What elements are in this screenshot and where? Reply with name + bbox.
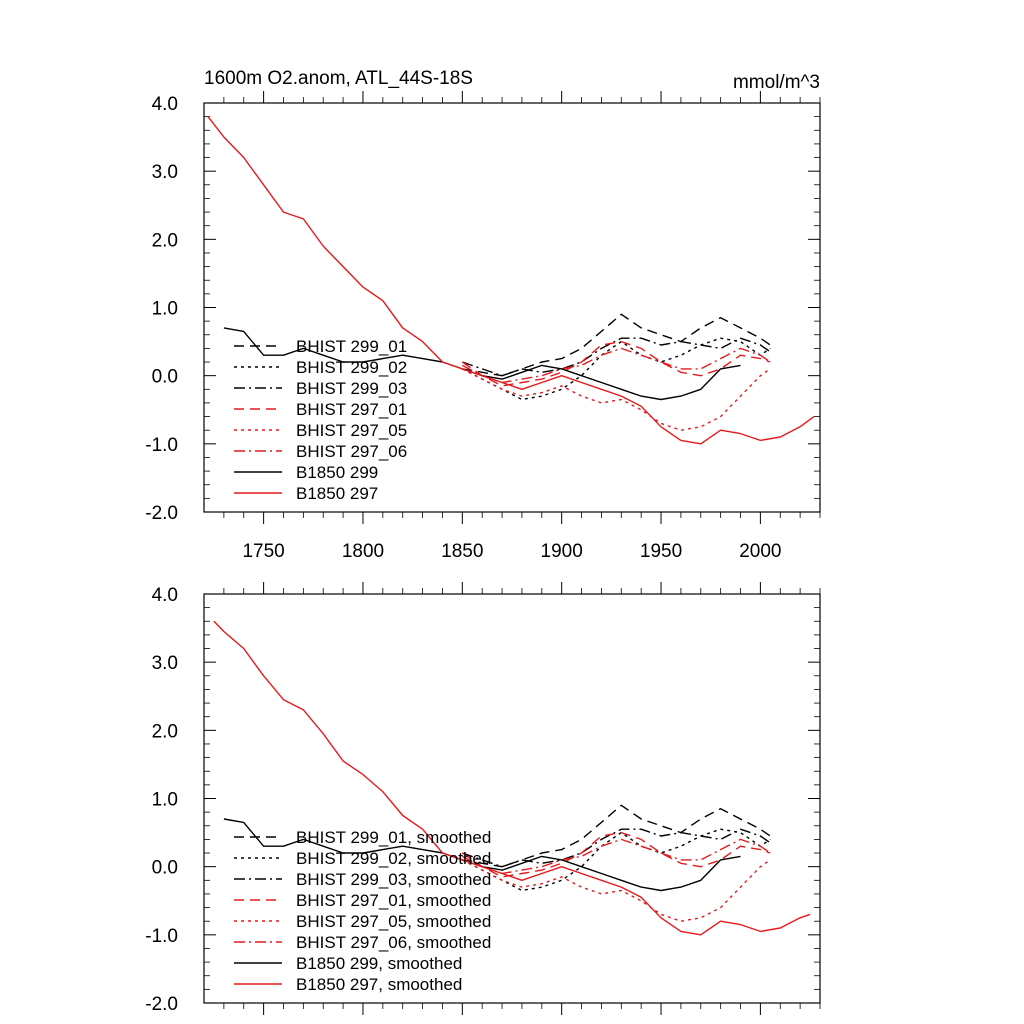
x-tick-label: 1900 xyxy=(541,541,583,562)
series-line xyxy=(213,620,811,936)
x-tick-label: 1850 xyxy=(441,541,483,562)
series-line xyxy=(461,368,771,431)
series-line xyxy=(461,831,771,878)
legend-label: BHIST 299_03 xyxy=(296,379,407,398)
y-tick-label: 4.0 xyxy=(152,94,178,115)
legend-label: BHIST 299_01, smoothed xyxy=(296,828,491,847)
legend-label: BHIST 297_06 xyxy=(296,442,407,461)
series-line xyxy=(461,838,771,875)
legend-label: BHIST 299_02 xyxy=(296,358,407,377)
legend-label: B1850 297 xyxy=(296,484,378,503)
series-line xyxy=(207,116,815,445)
y-tick-label: 1.0 xyxy=(152,790,178,811)
series-line xyxy=(462,313,771,377)
legend-label: B1850 299 xyxy=(296,463,378,482)
series-group xyxy=(207,116,815,445)
x-tick-label: 2000 xyxy=(739,541,781,562)
series-line xyxy=(461,340,771,387)
y-tick-label: 4.0 xyxy=(152,585,178,606)
y-tick-label: -2.0 xyxy=(145,994,178,1015)
series-line xyxy=(462,337,771,377)
series-line xyxy=(462,804,771,868)
y-tick-label: -2.0 xyxy=(145,503,178,524)
units-label: mmol/m^3 xyxy=(733,72,820,93)
y-tick-label: -1.0 xyxy=(145,926,178,947)
legend-label: B1850 299, smoothed xyxy=(296,954,462,973)
y-tick-label: 3.0 xyxy=(152,162,178,183)
legend-label: BHIST 297_06, smoothed xyxy=(296,933,491,952)
x-tick-label: 1750 xyxy=(242,541,284,562)
y-tick-label: 1.0 xyxy=(152,299,178,320)
x-tick-label: 1950 xyxy=(640,541,682,562)
y-tick-label: 3.0 xyxy=(152,653,178,674)
y-tick-label: 0.0 xyxy=(152,367,178,388)
top-panel: -2.0 -1.0 0.0 1.0 2.0 3.0 4.0 1750 1800 1850 1900 1… xyxy=(145,68,821,562)
bottom-panel: -2.0 -1.0 0.0 1.0 2.0 3.0 4.0 BHIST 299_01, smo… xyxy=(145,582,821,1015)
y-tick-label: -1.0 xyxy=(145,435,178,456)
legend-label: BHIST 297_01, smoothed xyxy=(296,891,491,910)
series-line xyxy=(461,859,771,922)
legend-label: BHIST 297_01 xyxy=(296,400,407,419)
series-line xyxy=(461,347,771,384)
y-tick-label: 0.0 xyxy=(152,858,178,879)
legend-label: B1850 297, smoothed xyxy=(296,975,462,994)
x-tick-label: 1800 xyxy=(342,541,384,562)
legend-label: BHIST 299_03, smoothed xyxy=(296,870,491,889)
series-group xyxy=(213,620,811,936)
y-tick-label: 2.0 xyxy=(152,230,178,251)
legend-label: BHIST 297_05, smoothed xyxy=(296,912,491,931)
series-line xyxy=(462,828,771,868)
legend-label: BHIST 299_01 xyxy=(296,337,407,356)
legend-label: BHIST 299_02, smoothed xyxy=(296,849,491,868)
y-tick-label: 2.0 xyxy=(152,721,178,742)
chart-title: 1600m O2.anom, ATL_44S-18S xyxy=(204,68,473,89)
legend-label: BHIST 297_05 xyxy=(296,421,407,440)
